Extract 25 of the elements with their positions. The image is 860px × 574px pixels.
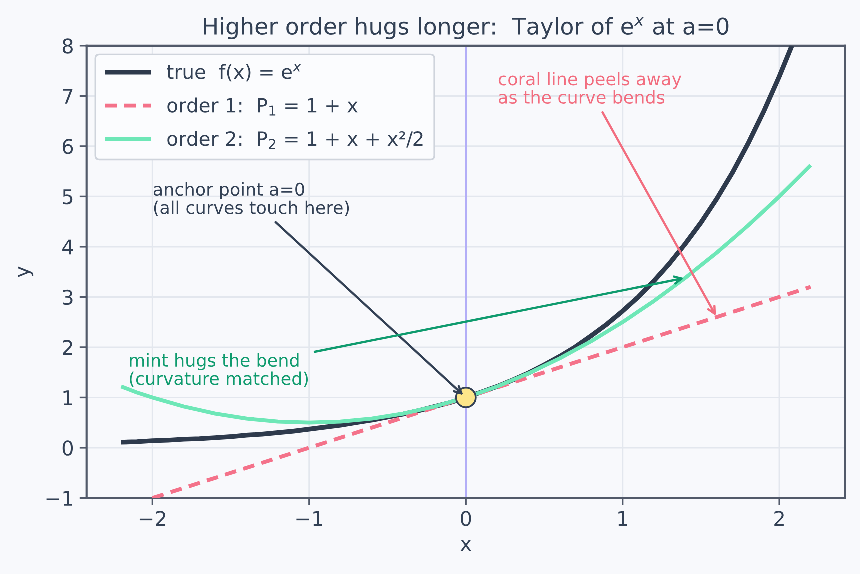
y-tick-label: 1 (64, 390, 72, 406)
y-tick-label: 8 (62, 38, 73, 54)
y-axis-title: y (18, 266, 34, 278)
legend-label: true f(x) = e$^{x}$ (167, 64, 302, 82)
annotation: coral line peels away as the curve bends (498, 72, 682, 104)
y-tick-label: −1 (46, 491, 72, 506)
y-tick-label: 6 (62, 139, 74, 154)
annotation: mint hugs the bend (curvature matched) (130, 354, 308, 388)
annotation: anchor point a=0 (all curves touch here) (154, 182, 350, 216)
x-tick-label: 0 (461, 511, 472, 526)
y-tick-label: 2 (63, 340, 72, 356)
y-tick-label: 7 (63, 89, 73, 104)
y-tick-label: 4 (62, 240, 74, 255)
legend-label: order 2: P$_{2}$ = 1 + x + x²/2 (168, 131, 423, 150)
line-series (119, 164, 813, 425)
y-tick-label: 0 (62, 440, 74, 456)
x-tick-label: 2 (774, 511, 784, 526)
legend-label: order 1: P$_{1}$ = 1 + x (168, 98, 358, 116)
chart-title: Higher order hugs longer: Taylor of e$^{x}$ at a=0 (204, 17, 729, 40)
y-tick-label: 3 (63, 290, 73, 306)
y-tick-label: 5 (63, 190, 73, 205)
x-axis-title: x (460, 540, 472, 552)
x-tick-label: 1 (618, 511, 628, 526)
x-tick-label: −1 (296, 511, 322, 526)
x-tick-label: −2 (140, 511, 166, 526)
